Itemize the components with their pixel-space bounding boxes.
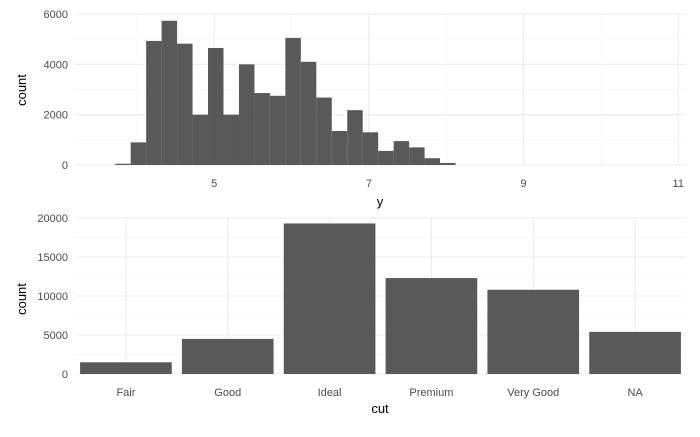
histogram-bar <box>254 93 270 165</box>
histogram-bar <box>409 147 425 165</box>
histogram-bar <box>130 142 147 165</box>
histogram-bar <box>378 150 394 165</box>
histogram-bar <box>285 37 301 165</box>
histogram-x-axis-title: y <box>377 194 384 209</box>
cut-bar <box>589 331 681 374</box>
histogram-y-tick-label: 0 <box>62 160 68 172</box>
cut-x-tick-label: NA <box>627 387 643 399</box>
cut-y-tick-label: 0 <box>62 369 68 381</box>
histogram-x-tick-label: 7 <box>366 178 372 190</box>
histogram-x-tick-label: 9 <box>521 178 527 190</box>
histogram-y-tick-label: 6000 <box>44 9 68 21</box>
histogram-bar <box>223 114 239 165</box>
cut-y-tick-label: 20000 <box>37 213 68 225</box>
cut-y-axis-title: count <box>14 283 29 315</box>
histogram-bar <box>331 131 348 165</box>
cut-x-axis-title: cut <box>371 401 389 416</box>
histogram-y-axis-title: count <box>14 74 29 106</box>
histogram-bars <box>115 20 456 166</box>
histogram-bar <box>300 61 317 165</box>
histogram-x-tick-labels: 5 7 9 11 <box>211 178 684 190</box>
cut-x-tick-label: Very Good <box>507 387 559 399</box>
histogram-panel: 0 2000 4000 6000 5 7 9 11 y count <box>14 9 686 209</box>
histogram-bar <box>393 141 410 165</box>
cut-bars <box>80 223 681 374</box>
cut-x-tick-labels: Fair Good Ideal Premium Very Good NA <box>116 387 643 399</box>
histogram-bar <box>146 40 162 166</box>
cut-y-tick-labels: 0 5000 10000 15000 20000 <box>37 213 68 381</box>
cut-y-tick-label: 10000 <box>37 291 68 303</box>
histogram-bar <box>269 95 286 165</box>
histogram-bar <box>362 132 379 165</box>
cut-x-tick-label: Good <box>214 387 241 399</box>
histogram-bar <box>161 20 178 166</box>
cut-x-tick-label: Ideal <box>318 387 342 399</box>
cut-x-tick-label: Premium <box>409 387 453 399</box>
histogram-bar <box>424 158 441 165</box>
histogram-bar <box>440 162 456 165</box>
histogram-y-tick-label: 2000 <box>44 110 68 122</box>
cut-y-tick-label: 15000 <box>37 252 68 264</box>
cut-bar <box>487 289 580 374</box>
histogram-bar <box>238 64 255 165</box>
histogram-bar <box>208 47 224 165</box>
histogram-y-tick-labels: 0 2000 4000 6000 <box>44 9 68 172</box>
histogram-y-tick-label: 4000 <box>44 59 68 71</box>
cut-bar-panel: 0 5000 10000 15000 20000 Fair Good Ideal Premiu… <box>14 213 686 416</box>
histogram-x-tick-label: 5 <box>211 178 217 190</box>
cut-y-tick-label: 5000 <box>44 330 68 342</box>
histogram-bar <box>192 114 209 165</box>
histogram-bar <box>347 110 363 165</box>
cut-bar <box>80 362 172 374</box>
cut-bar <box>385 278 478 374</box>
histogram-bar <box>177 43 193 165</box>
histogram-bar <box>316 97 332 165</box>
cut-bar <box>181 338 274 374</box>
cut-x-tick-label: Fair <box>116 387 135 399</box>
histogram-bar <box>115 163 131 165</box>
cut-bar <box>283 223 376 374</box>
histogram-x-tick-label: 11 <box>673 178 684 190</box>
